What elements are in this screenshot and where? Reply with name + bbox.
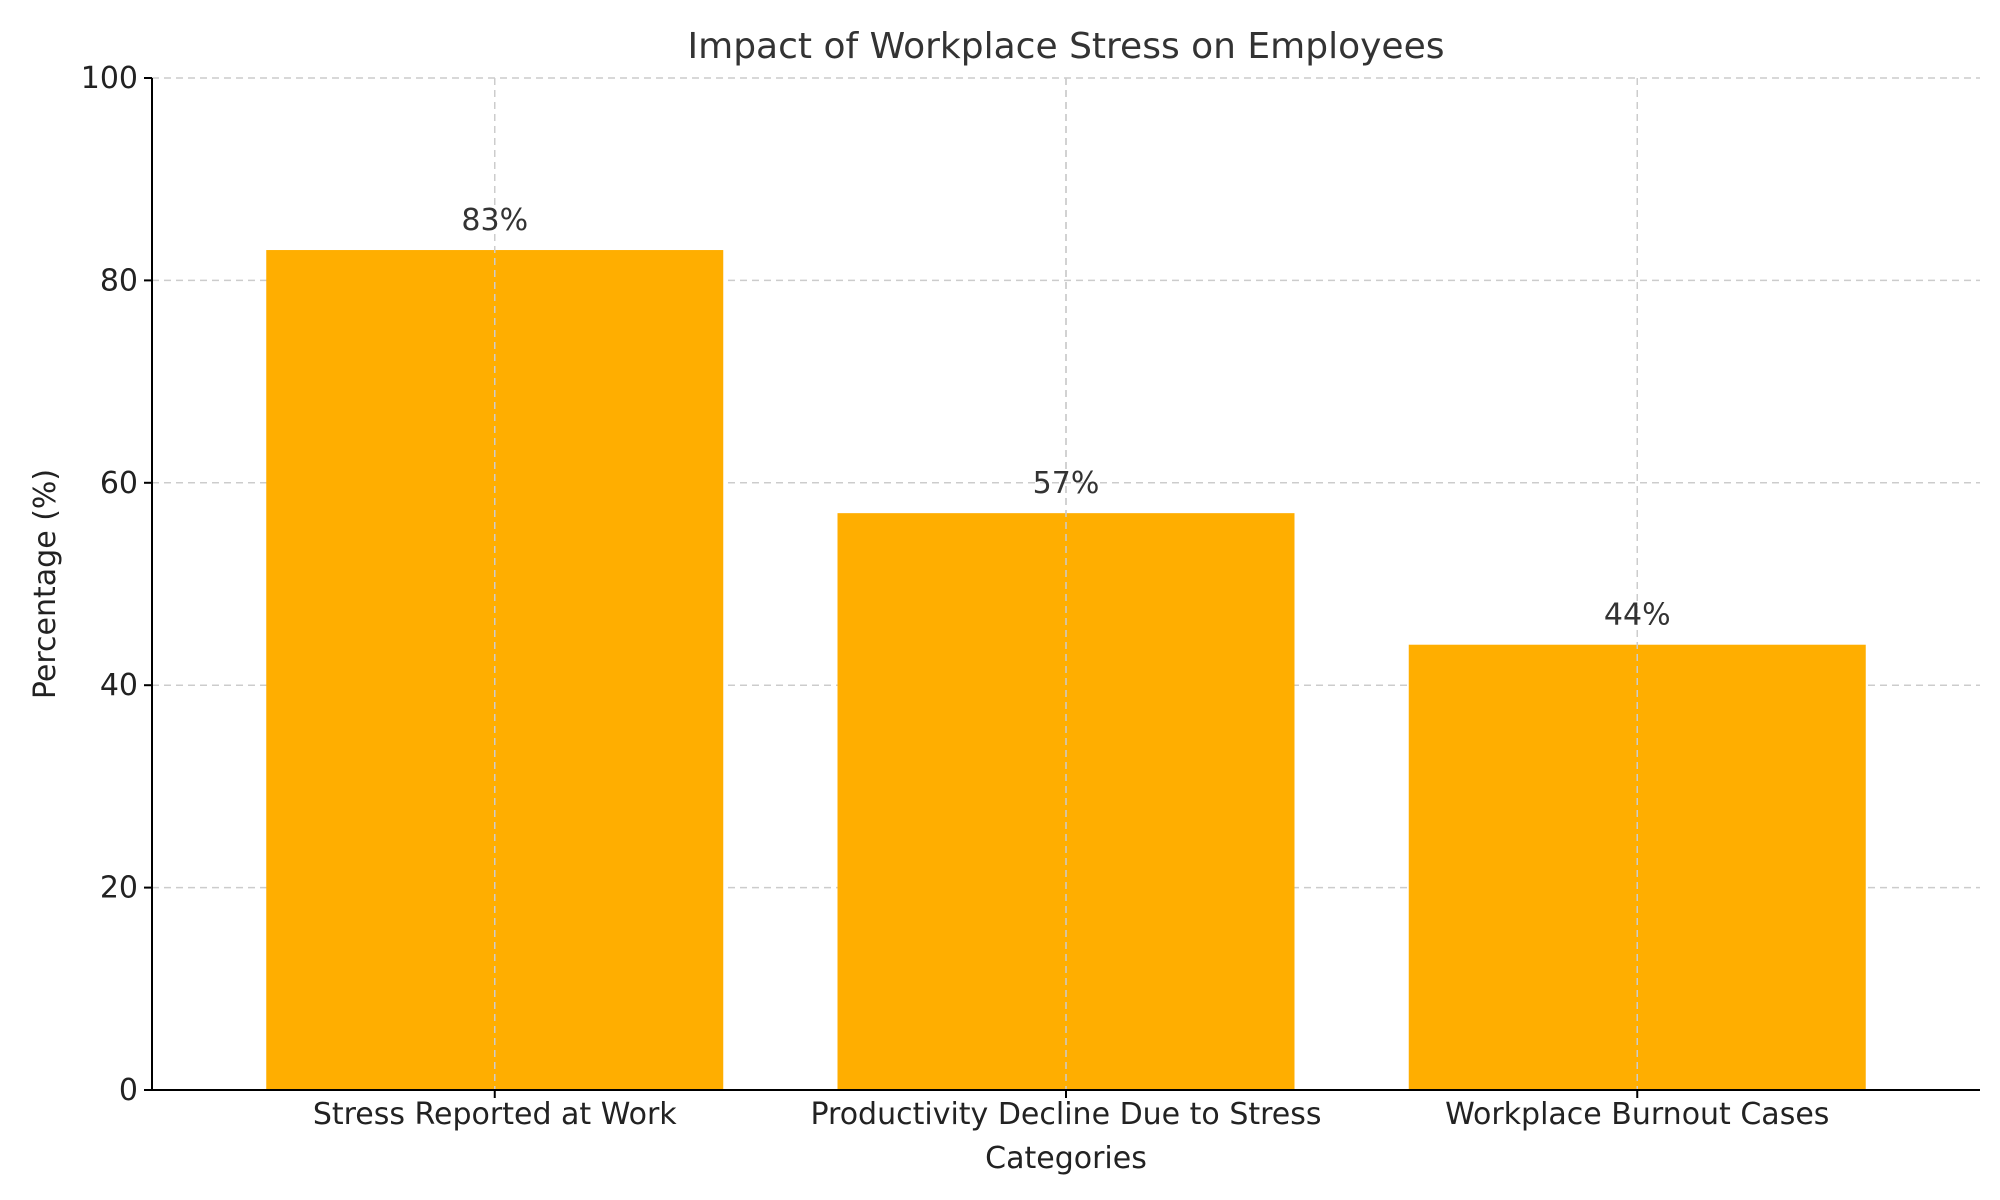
bar-data-label: 57% (1033, 466, 1100, 501)
y-tick-label: 100 (81, 61, 138, 96)
axes (144, 77, 1980, 1098)
y-tick-label: 20 (100, 871, 138, 906)
y-tick-label: 40 (100, 668, 138, 703)
bar (1408, 644, 1866, 1090)
y-tick-label: 80 (100, 263, 138, 298)
x-tick-label: Productivity Decline Due to Stress (810, 1097, 1321, 1132)
x-tick-label: Stress Reported at Work (313, 1097, 677, 1132)
x-axis-label: Categories (985, 1141, 1147, 1176)
y-tick-label: 0 (119, 1073, 138, 1108)
y-tick-label: 60 (100, 466, 138, 501)
bar-data-label: 83% (461, 203, 528, 238)
chart-title: Impact of Workplace Stress on Employees (688, 26, 1445, 67)
bars (266, 78, 1866, 1091)
x-tick-label: Workplace Burnout Cases (1445, 1097, 1829, 1132)
labels: 0 20 40 60 80 100 Stress Reported at Work Produ… (81, 61, 1830, 1132)
y-axis-label: Percentage (%) (28, 469, 63, 699)
bar-data-label: 44% (1604, 598, 1671, 633)
